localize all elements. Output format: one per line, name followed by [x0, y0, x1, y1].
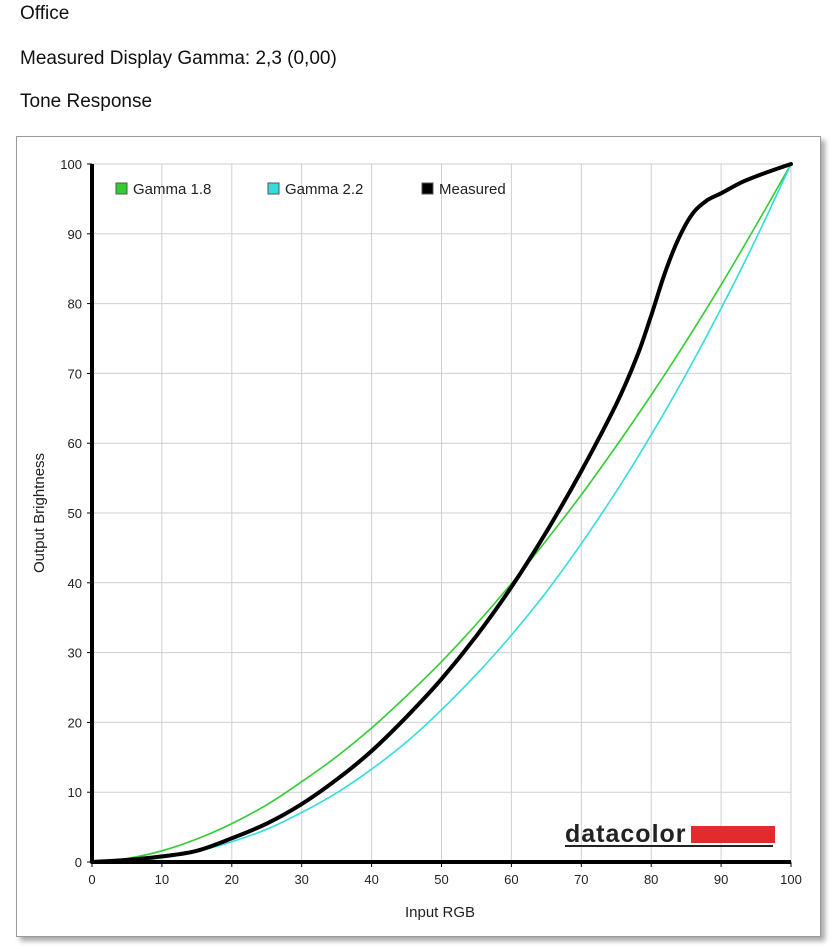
x-tick-label: 80 — [644, 872, 658, 887]
chart-panel: 0 10 20 30 40 50 60 70 80 90 100 0 10 20 30 40 50 60 70 80 9… — [16, 136, 821, 937]
legend-label-measured: Measured — [439, 181, 506, 198]
y-tick-label: 80 — [68, 297, 82, 312]
legend-swatch-gamma-2-2 — [267, 182, 280, 195]
y-axis-label: Output Brightness — [31, 453, 48, 573]
logo-underline — [565, 845, 773, 847]
series-lines — [90, 162, 793, 864]
y-tick-label: 70 — [68, 366, 82, 381]
x-tick-label: 20 — [225, 872, 239, 887]
profile-name: Office — [20, 3, 70, 24]
x-tick-label: 50 — [434, 872, 448, 887]
y-tick-label: 10 — [68, 785, 82, 800]
axes — [90, 164, 791, 864]
measured-gamma-label: Measured Display Gamma: 2,3 (0,00) — [20, 48, 337, 69]
legend-swatch-gamma-1-8 — [115, 182, 128, 195]
legend-label-gamma-2-2: Gamma 2.2 — [285, 181, 363, 198]
axis-ticks: 0 10 20 30 40 50 60 70 80 90 100 0 10 20 30 40 50 60 70 80 9… — [60, 157, 802, 887]
logo-red-bar — [691, 826, 775, 843]
y-tick-label: 100 — [60, 157, 82, 172]
logo-wordmark: datacolor — [565, 820, 687, 848]
y-tick-label: 40 — [68, 576, 82, 591]
x-tick-label: 10 — [155, 872, 169, 887]
y-tick-label: 20 — [68, 715, 82, 730]
x-tick-label: 30 — [294, 872, 308, 887]
section-title: Tone Response — [20, 91, 153, 112]
x-tick-label: 60 — [504, 872, 518, 887]
grid — [91, 163, 792, 863]
series-line-gamma-1-8 — [91, 163, 792, 863]
series-line-measured — [90, 162, 793, 864]
x-axis-label: Input RGB — [405, 904, 475, 921]
x-tick-label: 40 — [364, 872, 378, 887]
legend: Gamma 1.8 Gamma 2.2 Measured — [115, 181, 506, 198]
x-tick-label: 100 — [780, 872, 802, 887]
legend-label-gamma-1-8: Gamma 1.8 — [133, 181, 211, 198]
y-tick-label: 90 — [68, 227, 82, 242]
y-tick-label: 0 — [75, 855, 82, 870]
y-tick-label: 60 — [68, 436, 82, 451]
x-tick-label: 70 — [574, 872, 588, 887]
datacolor-logo: datacolor — [565, 820, 775, 848]
y-tick-label: 50 — [68, 506, 82, 521]
legend-swatch-measured — [421, 182, 434, 195]
tone-response-chart: 0 10 20 30 40 50 60 70 80 90 100 0 10 20 30 40 50 60 70 80 9… — [31, 157, 802, 921]
x-tick-label: 0 — [88, 872, 95, 887]
y-tick-label: 30 — [68, 646, 82, 661]
x-tick-label: 90 — [714, 872, 728, 887]
